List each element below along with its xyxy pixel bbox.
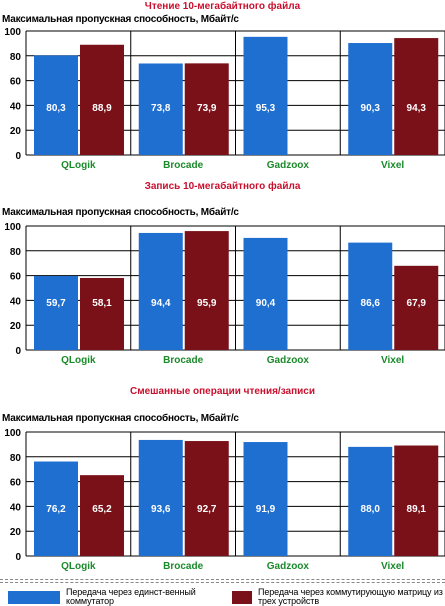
bar-value-label: 92,7 xyxy=(197,504,217,515)
bar-series2-brocade xyxy=(184,231,229,350)
bar-series1-brocade xyxy=(138,439,183,556)
y-tick-label: 60 xyxy=(10,478,22,489)
bar-value-label: 91,9 xyxy=(256,504,276,515)
bar-value-label: 67,9 xyxy=(407,298,427,309)
legend-swatch-series2 xyxy=(232,591,252,604)
bar-series1-gadzoox xyxy=(243,442,288,556)
bar-series1-qlogik xyxy=(34,275,78,350)
legend-label-series2: Передача через коммутирующую матрицу из … xyxy=(258,587,443,606)
legend-divider-2 xyxy=(0,582,445,583)
category-label-gadzoox: Gadzoox xyxy=(267,160,310,171)
bar-value-label: 73,8 xyxy=(151,103,171,114)
bar-value-label: 89,1 xyxy=(407,504,427,515)
bar-series2-brocade xyxy=(184,63,229,155)
category-label-gadzoox: Gadzoox xyxy=(267,355,310,366)
y-axis-label-mixed: Максимальная пропускная способность, Мба… xyxy=(2,413,239,424)
category-label-brocade: Brocade xyxy=(163,561,203,572)
bar-series1-vixel xyxy=(348,446,393,556)
chart-read: 0 20 40 60 80 100 80,3 88,9 QLogik 73,8 73,9 Brocad… xyxy=(4,27,445,171)
bar-series1-gadzoox xyxy=(243,36,288,155)
chart-write: 0 20 40 60 80 100 59,7 58,1 QLogik 94,4 95,9 Brocad… xyxy=(4,222,445,366)
bar-value-label: 94,3 xyxy=(407,103,427,114)
bar-series2-vixel xyxy=(394,265,439,350)
chart-mixed: 0 20 40 60 80 100 76,2 65,2 QLogik 93,6 92,7 Brocad… xyxy=(4,428,445,572)
y-tick-label: 100 xyxy=(4,428,21,439)
bar-series2-brocade xyxy=(184,441,229,556)
chart-title-write: Запись 10-мегабайтного файла xyxy=(144,181,301,192)
y-axis-label-write: Максимальная пропускная способность, Мба… xyxy=(2,207,239,218)
y-tick-label: 0 xyxy=(15,346,21,357)
y-tick-label: 60 xyxy=(10,77,22,88)
legend-swatch-series1 xyxy=(8,591,60,604)
category-label-vixel: Vixel xyxy=(381,561,404,572)
y-tick-label: 40 xyxy=(10,296,22,307)
y-tick-label: 80 xyxy=(10,52,22,63)
bar-value-label: 86,6 xyxy=(361,298,381,309)
bar-series1-qlogik xyxy=(34,55,78,155)
bar-value-label: 94,4 xyxy=(151,298,171,309)
y-tick-label: 20 xyxy=(10,527,22,538)
y-tick-label: 60 xyxy=(10,272,22,283)
bar-value-label: 59,7 xyxy=(46,298,66,309)
category-label-qlogik: QLogik xyxy=(61,160,96,171)
bar-value-label: 93,6 xyxy=(151,504,171,515)
bar-value-label: 88,9 xyxy=(92,103,112,114)
bar-series1-vixel xyxy=(348,43,393,155)
y-tick-label: 40 xyxy=(10,502,22,513)
y-tick-label: 20 xyxy=(10,321,22,332)
bar-value-label: 95,9 xyxy=(197,298,217,309)
y-tick-label: 100 xyxy=(4,222,21,233)
bar-series2-qlogik xyxy=(80,277,124,350)
category-label-vixel: Vixel xyxy=(381,160,404,171)
bar-value-label: 65,2 xyxy=(92,504,112,515)
y-tick-label: 100 xyxy=(4,27,21,38)
bar-value-label: 95,3 xyxy=(256,103,276,114)
y-tick-label: 80 xyxy=(10,247,22,258)
bar-series2-vixel xyxy=(394,445,439,556)
bar-series2-qlogik xyxy=(80,44,124,155)
category-label-qlogik: QLogik xyxy=(61,561,96,572)
bar-series2-vixel xyxy=(394,38,439,155)
category-label-brocade: Brocade xyxy=(163,355,203,366)
chart-title-mixed: Смешанные операции чтения/записи xyxy=(130,386,315,397)
y-axis-label-read: Максимальная пропускная способность, Мба… xyxy=(2,14,239,25)
bar-series1-brocade xyxy=(138,232,183,350)
bar-series1-brocade xyxy=(138,63,183,155)
chart-title-read: Чтение 10-мегабайтного файла xyxy=(144,1,301,12)
bar-value-label: 80,3 xyxy=(46,103,66,114)
y-tick-label: 40 xyxy=(10,101,22,112)
category-label-brocade: Brocade xyxy=(163,160,203,171)
bar-value-label: 90,3 xyxy=(361,103,381,114)
bar-value-label: 90,4 xyxy=(256,298,276,309)
bar-series1-qlogik xyxy=(34,461,78,556)
bar-series1-vixel xyxy=(348,242,393,350)
bar-value-label: 76,2 xyxy=(46,504,66,515)
y-tick-label: 20 xyxy=(10,126,22,137)
bar-value-label: 73,9 xyxy=(197,103,217,114)
bar-series2-qlogik xyxy=(80,475,124,556)
category-label-gadzoox: Gadzoox xyxy=(267,561,310,572)
legend-divider xyxy=(0,579,445,580)
y-tick-label: 0 xyxy=(15,552,21,563)
bar-value-label: 88,0 xyxy=(361,504,381,515)
category-label-qlogik: QLogik xyxy=(61,355,96,366)
category-label-vixel: Vixel xyxy=(381,355,404,366)
bar-value-label: 58,1 xyxy=(92,298,112,309)
y-tick-label: 0 xyxy=(15,151,21,162)
legend-label-series1: Передача через единст-венный коммутатор xyxy=(66,587,196,606)
y-tick-label: 80 xyxy=(10,453,22,464)
bar-series1-gadzoox xyxy=(243,237,288,350)
